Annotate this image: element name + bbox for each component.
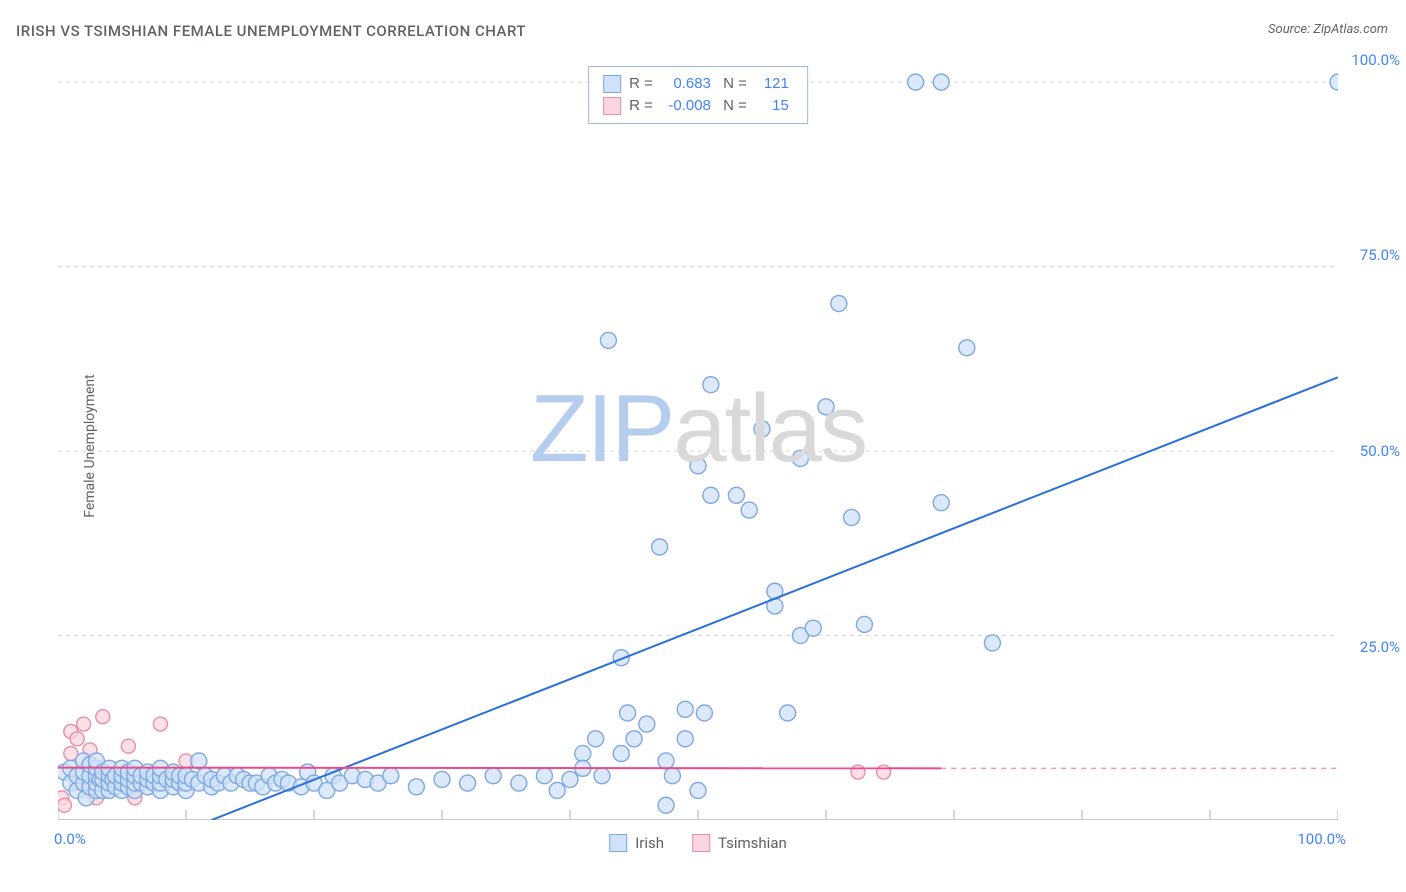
ytick-100: 100.0% — [1351, 51, 1400, 69]
legend-label: Tsimshian — [718, 834, 787, 852]
swatch-irish — [603, 75, 621, 93]
legend-swatch-irish — [609, 834, 627, 852]
legend-swatch-tsimshian — [692, 834, 710, 852]
swatch-tsimshian — [603, 97, 621, 115]
scatter-plot: ZIPatlas R = 0.683 N = 121 R = -0.008 N … — [58, 60, 1338, 820]
chart-title: IRISH VS TSIMSHIAN FEMALE UNEMPLOYMENT C… — [16, 22, 526, 40]
legend-label: Irish — [635, 834, 664, 852]
ytick-25: 25.0% — [1360, 638, 1400, 656]
correlation-stats-box: R = 0.683 N = 121 R = -0.008 N = 15 — [588, 66, 808, 124]
bottom-legend: Irish Tsimshian — [609, 834, 787, 852]
ytick-75: 75.0% — [1360, 246, 1400, 264]
stats-row-irish: R = 0.683 N = 121 — [603, 73, 789, 95]
legend-item-irish: Irish — [609, 834, 664, 852]
legend-item-tsimshian: Tsimshian — [692, 834, 787, 852]
source-attribution: Source: ZipAtlas.com — [1268, 22, 1388, 37]
xtick-0: 0.0% — [54, 830, 86, 848]
stats-row-tsimshian: R = -0.008 N = 15 — [603, 95, 789, 117]
plot-svg — [58, 60, 1338, 820]
ytick-50: 50.0% — [1360, 442, 1400, 460]
xtick-100: 100.0% — [1297, 830, 1346, 848]
